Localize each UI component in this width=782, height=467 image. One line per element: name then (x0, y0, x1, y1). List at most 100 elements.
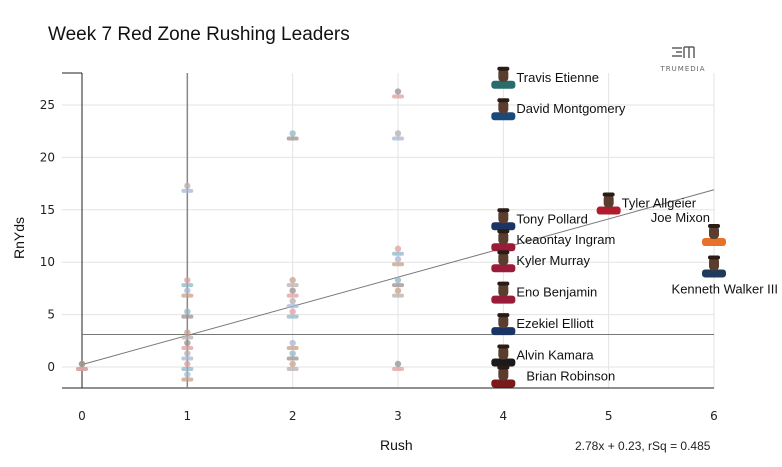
player-hair (497, 208, 510, 213)
regression-equation: 2.78x + 0.23, rSq = 0.485 (575, 439, 711, 453)
player-label: Tony Pollard (516, 211, 588, 226)
x-tick-label: 3 (394, 409, 402, 423)
player-face (498, 68, 509, 82)
player-jersey (491, 80, 516, 89)
player-body (286, 356, 299, 361)
y-tick-label: 20 (40, 150, 55, 164)
player-body (76, 367, 88, 371)
player-body (181, 367, 194, 371)
player-head (184, 329, 191, 336)
y-tick-label: 15 (40, 203, 55, 217)
player-face (498, 367, 509, 381)
player-hair (497, 344, 510, 349)
player-point (181, 182, 194, 193)
data-points (76, 66, 726, 388)
player-head (184, 308, 191, 315)
player-label: David Montgomery (516, 101, 626, 116)
y-tick-label: 10 (40, 255, 55, 269)
player-point (76, 360, 88, 371)
x-tick-label: 2 (289, 409, 297, 423)
player-jersey (702, 238, 726, 246)
player-jersey (491, 243, 516, 252)
player-jersey (491, 295, 516, 304)
player-hair (497, 313, 510, 318)
player-label: Eno Benjamin (516, 285, 597, 300)
player-label: Brian Robinson (526, 368, 615, 383)
grid-lines (62, 73, 715, 388)
player-headshot (491, 344, 516, 367)
player-body (286, 314, 299, 319)
tick-labels: 0 1 2 3 4 5 6 0 5 10 15 20 25 (40, 98, 718, 423)
player-head (394, 276, 402, 284)
player-headshot (491, 208, 516, 231)
player-hair (497, 66, 510, 71)
player-headshot (491, 250, 516, 273)
player-head (394, 130, 402, 137)
player-face (709, 226, 719, 239)
player-head (289, 360, 296, 368)
player-point (392, 256, 404, 267)
player-face (709, 257, 719, 271)
player-head (394, 256, 402, 263)
player-head (394, 287, 402, 294)
player-body (181, 293, 194, 298)
player-point (392, 88, 404, 99)
player-point (181, 350, 194, 361)
player-point (181, 371, 194, 382)
player-body (286, 346, 299, 351)
player-body (286, 367, 299, 371)
player-body (392, 136, 404, 141)
player-head (289, 308, 296, 315)
player-point (286, 287, 299, 298)
chart-title: Week 7 Red Zone Rushing Leaders (48, 24, 350, 45)
player-head (184, 287, 191, 294)
player-headshot (596, 192, 621, 215)
player-jersey (491, 264, 516, 273)
player-point (181, 308, 194, 319)
player-headshot (491, 229, 516, 252)
player-point (392, 360, 404, 371)
player-body (392, 293, 404, 298)
player-point (181, 329, 194, 340)
player-point (286, 339, 299, 351)
player-headshot (491, 365, 516, 388)
x-tick-label: 6 (710, 409, 718, 423)
player-point (392, 276, 404, 288)
player-face (603, 194, 614, 208)
player-label: Ezekiel Elliott (516, 316, 594, 331)
player-body (392, 94, 404, 99)
player-hair (497, 229, 510, 234)
player-head (394, 88, 402, 95)
player-head (184, 339, 191, 347)
player-body (392, 283, 404, 288)
y-tick-label: 5 (47, 308, 55, 322)
axes (62, 72, 714, 389)
point-labels: Travis Etienne David Montgomery Tyler Allg… (516, 70, 778, 384)
player-jersey (491, 222, 516, 231)
player-body (392, 251, 404, 256)
player-face (498, 252, 509, 266)
player-body (392, 262, 404, 267)
player-point (181, 339, 194, 351)
player-head (289, 297, 296, 305)
player-hair (497, 98, 510, 103)
player-head (184, 276, 191, 284)
player-hair (497, 250, 510, 255)
player-jersey (596, 206, 621, 215)
player-label: Travis Etienne (516, 70, 599, 85)
player-jersey (491, 112, 516, 121)
player-body (181, 314, 194, 319)
trumedia-logo-icon (672, 46, 695, 58)
player-head (289, 350, 296, 357)
player-body (181, 356, 194, 361)
player-head (184, 360, 191, 368)
brand-name: TRUMEDIA (660, 65, 706, 73)
player-body (286, 136, 299, 141)
player-point (392, 245, 404, 256)
player-label: Keaontay Ingram (516, 232, 615, 247)
player-label: Joe Mixon (651, 210, 710, 225)
player-face (498, 315, 509, 329)
player-head (289, 130, 296, 137)
player-point (181, 360, 194, 371)
